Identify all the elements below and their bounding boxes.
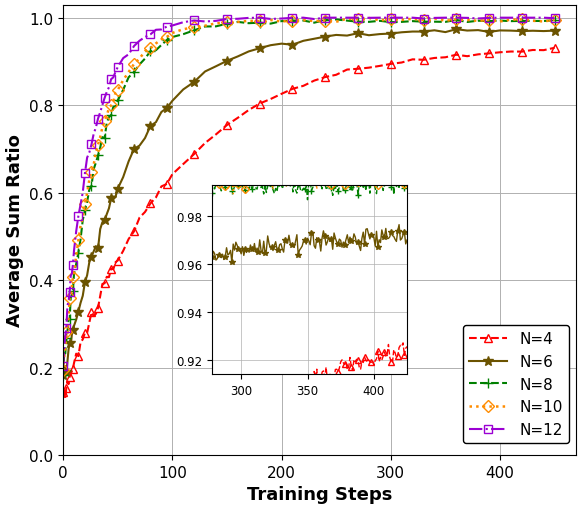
N=12 <box>105 85 112 91</box>
N=10 <box>551 18 558 24</box>
N=12 <box>59 363 66 369</box>
N=12 <box>68 273 74 279</box>
N=6 <box>59 372 66 378</box>
N=12 <box>289 16 296 22</box>
N=6 <box>164 106 171 112</box>
N=4 <box>62 395 69 401</box>
N=6 <box>256 46 263 52</box>
N=12 <box>398 16 405 22</box>
N=10 <box>59 367 66 374</box>
N=10 <box>278 19 285 25</box>
N=12 <box>164 24 171 31</box>
N=8 <box>551 18 558 24</box>
N=12 <box>256 16 263 22</box>
N=8 <box>105 115 112 121</box>
N=10 <box>365 16 372 22</box>
N=12 <box>551 16 558 22</box>
Line: N=8: N=8 <box>58 16 559 381</box>
N=6 <box>453 27 460 33</box>
N=10 <box>256 19 263 25</box>
N=8 <box>333 17 340 23</box>
Legend: N=4, N=6, N=8, N=10, N=12: N=4, N=6, N=8, N=10, N=12 <box>463 326 569 443</box>
N=6 <box>278 42 285 48</box>
N=10 <box>105 105 112 111</box>
N=10 <box>164 35 171 41</box>
Line: N=12: N=12 <box>59 14 559 370</box>
Line: N=10: N=10 <box>59 15 559 375</box>
Y-axis label: Average Sum Ratio: Average Sum Ratio <box>6 134 23 327</box>
N=6 <box>387 32 394 38</box>
N=8 <box>68 295 74 301</box>
Line: N=4: N=4 <box>59 44 559 402</box>
N=8 <box>278 19 285 25</box>
N=4 <box>289 87 296 93</box>
N=12 <box>267 17 274 23</box>
N=4 <box>169 172 176 178</box>
Line: N=6: N=6 <box>58 25 559 380</box>
N=4 <box>68 369 75 375</box>
N=8 <box>164 38 171 44</box>
N=6 <box>105 206 112 212</box>
N=8 <box>59 373 66 379</box>
N=10 <box>398 18 405 24</box>
N=4 <box>108 266 115 272</box>
N=6 <box>68 343 74 349</box>
X-axis label: Training Steps: Training Steps <box>247 486 392 503</box>
N=8 <box>398 20 405 26</box>
N=8 <box>256 20 263 26</box>
N=4 <box>59 390 66 396</box>
N=6 <box>551 29 558 35</box>
N=4 <box>267 97 274 103</box>
N=4 <box>398 61 405 67</box>
N=4 <box>551 46 558 52</box>
N=10 <box>68 294 74 300</box>
